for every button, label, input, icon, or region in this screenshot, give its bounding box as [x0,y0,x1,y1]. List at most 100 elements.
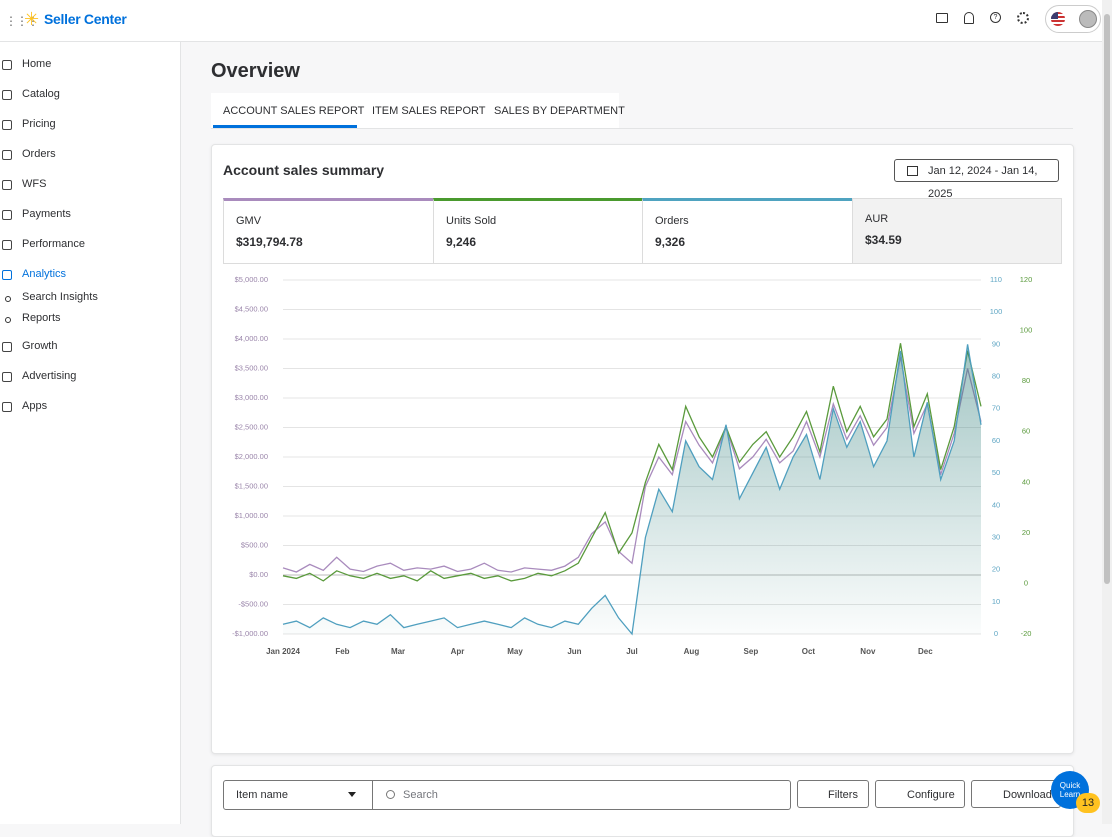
chart: -$1,000.00 -$500.00 $0.00 $500.00 $1,000.00 $… [232,275,1033,656]
x-tick-label: Jun [567,647,581,656]
metric-value: 9,246 [446,235,477,249]
y3-tick-label: 60 [1022,427,1030,436]
calendar-icon [907,166,918,176]
y3-tick-label: 120 [1020,275,1033,284]
y2-tick-label: 80 [992,372,1000,381]
tab-bar [211,93,619,128]
nav-icon [2,372,12,382]
apps-grid[interactable]: ⋮⋮⋮ [5,14,39,28]
nav-icon [2,180,12,190]
metric-tile[interactable]: Orders 9,326 [642,198,853,264]
y2-tick-label: 30 [992,532,1000,541]
x-tick-label: Jul [626,647,638,656]
x-tick-label: Jan 2024 [266,647,300,656]
page-title: Overview [211,60,300,82]
y-tick-label: $500.00 [241,540,268,549]
nav-item[interactable]: Home [22,58,52,70]
nav-icon [2,402,12,412]
y-tick-label: $1,500.00 [235,481,268,490]
y2-tick-label: 0 [994,629,998,638]
account-menu[interactable] [1045,5,1101,33]
card-title: Account sales summary [223,162,385,178]
nav-icon [2,210,12,220]
y2-tick-label: 20 [992,565,1000,574]
line [282,344,982,636]
sub-nav-item[interactable]: Reports [22,312,61,324]
metric-tile[interactable]: AUR $34.59 [852,198,1062,264]
y2-tick-label: 70 [992,404,1000,413]
nav-icon [2,90,12,100]
logo-text[interactable]: Seller Center [44,11,127,27]
filters-button[interactable]: Filters [797,780,869,808]
help-icon[interactable]: ? [990,12,1001,23]
tab-divider [211,128,1073,129]
search-input[interactable]: Search [372,780,791,810]
notification-badge: 13 [1076,793,1100,813]
x-tick-label: Oct [802,647,816,656]
nav-item[interactable]: Apps [22,400,48,412]
sub-bullet [5,317,11,323]
y-tick-label: $3,000.00 [235,393,268,402]
y-tick-label: $4,500.00 [235,304,268,313]
sub-nav-item[interactable]: Search Insights [22,291,98,303]
y-tick-label: $4,000.00 [235,334,268,343]
metric-tile[interactable]: Units Sold 9,246 [433,198,643,264]
y2-tick-label: 90 [992,339,1000,348]
nav-item[interactable]: Catalog [22,88,60,100]
y3-tick-label: 0 [1024,578,1028,587]
y2-tick-label: 10 [992,597,1000,606]
nav-icon [2,60,12,70]
x-tick-label: Nov [860,647,876,656]
nav-icon [2,270,12,280]
metric-label: Units Sold [446,215,497,227]
metric-value: 9,326 [655,235,686,249]
y2-tick-label: 50 [992,468,1000,477]
search-icon [386,790,395,799]
metric-value: $319,794.78 [236,235,303,249]
nav-item[interactable]: Performance [22,238,85,250]
y-tick-label: $1,000.00 [235,511,268,520]
y-tick-label: -$1,000.00 [232,629,268,638]
line [282,356,982,573]
x-tick-label: Mar [391,647,405,656]
y3-tick-label: 20 [1022,528,1030,537]
header: ⋮⋮⋮ ✳ Seller Center ? [0,0,1102,42]
metric-tile[interactable]: GMV $319,794.78 [223,198,434,264]
y-tick-label: $3,500.00 [235,363,268,372]
configure-button[interactable]: Configure [875,780,965,808]
y-tick-label: $2,500.00 [235,422,268,431]
y-tick-label: $0.00 [249,570,268,579]
nav-icon [2,150,12,160]
scrollbar [1102,0,1112,824]
tab-indicator [213,125,357,128]
nav-item[interactable]: Advertising [22,370,77,382]
metric-value: $34.59 [865,233,902,247]
y3-tick-label: -20 [1021,629,1032,638]
nav-item[interactable]: Pricing [22,118,56,130]
nav-item[interactable]: Analytics [22,268,67,280]
y2-tick-label: 40 [992,500,1000,509]
x-tick-label: Apr [451,647,465,656]
nav-item[interactable]: WFS [22,178,47,190]
nav-item[interactable]: Growth [22,340,58,352]
metric-label: GMV [236,215,262,227]
y-tick-label: -$500.00 [238,599,268,608]
nav-item[interactable]: Orders [22,148,56,160]
mail-icon[interactable] [936,13,948,23]
tab[interactable]: SALES BY DEPARTMENT [494,105,625,117]
y2-tick-label: 100 [990,307,1003,316]
metric-label: AUR [865,213,889,225]
bell-icon[interactable] [964,12,974,24]
y-tick-label: $2,000.00 [235,452,268,461]
area [283,344,981,634]
tab[interactable]: ACCOUNT SALES REPORT [223,105,365,117]
y3-tick-label: 80 [1022,376,1030,385]
date-range-picker[interactable]: Jan 12, 2024 - Jan 14, 2025 [894,159,1059,200]
settings-icon[interactable] [1017,12,1029,24]
tab[interactable]: ITEM SALES REPORT [372,105,486,117]
nav-item[interactable]: Payments [22,208,71,220]
y2-tick-label: 110 [990,275,1002,284]
y3-tick-label: 40 [1022,477,1030,486]
download-button[interactable]: Download [971,780,1061,808]
